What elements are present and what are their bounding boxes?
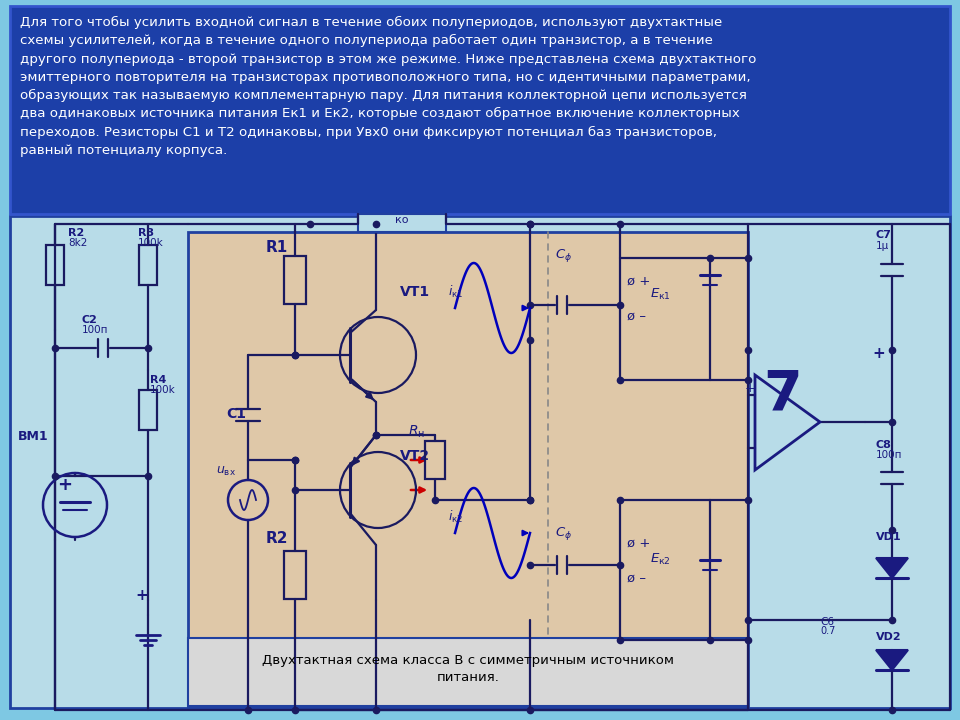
Bar	[46, 245, 64, 285]
Text: $i_{\rm к2}$: $i_{\rm к2}$	[448, 509, 464, 525]
Text: Двухтактная схема класса В с симметричным источником
питания.: Двухтактная схема класса В с симметричны…	[262, 654, 674, 684]
Text: C1: C1	[226, 407, 246, 421]
Bar	[139, 245, 157, 285]
Text: 100п: 100п	[876, 450, 902, 460]
Bar	[425, 441, 445, 479]
Text: C8: C8	[876, 440, 892, 450]
Text: $E_{\rm к1}$: $E_{\rm к1}$	[650, 287, 671, 302]
Text: Для того чтобы усилить входной сигнал в течение обоих полупериодов, используют д: Для того чтобы усилить входной сигнал в …	[20, 16, 756, 157]
Text: VT2: VT2	[400, 449, 430, 463]
Text: VD2: VD2	[876, 632, 901, 642]
Text: +: +	[57, 476, 72, 494]
Text: $E_{\rm к2}$: $E_{\rm к2}$	[650, 552, 671, 567]
Text: C6: C6	[820, 617, 834, 627]
Text: 7: 7	[763, 368, 802, 422]
Text: +: +	[745, 382, 756, 395]
Text: R2: R2	[266, 531, 289, 546]
Text: 100k: 100k	[150, 385, 176, 395]
Text: R4: R4	[150, 375, 166, 385]
Polygon shape	[876, 558, 908, 578]
Text: ко: ко	[396, 215, 409, 225]
Text: $i_{\rm к1}$: $i_{\rm к1}$	[448, 284, 464, 300]
Text: 100k: 100k	[138, 238, 164, 248]
Text: +: +	[135, 588, 148, 603]
Text: $C_{\phi}$: $C_{\phi}$	[555, 525, 572, 542]
Text: +: +	[872, 346, 885, 361]
Text: R3: R3	[138, 228, 155, 238]
Text: $C_{\phi}$: $C_{\phi}$	[555, 247, 572, 264]
Text: ø +: ø +	[627, 275, 650, 288]
Text: $R_{\rm н}$: $R_{\rm н}$	[408, 424, 425, 441]
Text: C7: C7	[876, 230, 892, 240]
Text: VD1: VD1	[876, 532, 901, 542]
Text: R1: R1	[266, 240, 288, 255]
Text: 0.7: 0.7	[820, 626, 835, 636]
Bar	[10, 216, 950, 708]
Text: ø –: ø –	[627, 310, 646, 323]
Text: VT1: VT1	[400, 285, 430, 299]
Bar	[284, 256, 306, 304]
Text: C2: C2	[82, 315, 98, 325]
Text: 8k2: 8k2	[68, 238, 87, 248]
Bar	[10, 6, 950, 214]
Text: ø +: ø +	[627, 537, 650, 550]
Bar	[358, 214, 446, 232]
Text: R2: R2	[68, 228, 84, 238]
Bar	[139, 390, 157, 430]
Polygon shape	[876, 650, 908, 670]
Text: 1μ: 1μ	[876, 241, 889, 251]
Text: ø –: ø –	[627, 572, 646, 585]
Bar	[284, 551, 306, 599]
Bar	[188, 638, 748, 706]
Bar	[188, 232, 748, 706]
Text: $u_{\rm вх}$: $u_{\rm вх}$	[216, 465, 236, 478]
Text: ВМ1: ВМ1	[18, 430, 49, 443]
Text: 100п: 100п	[82, 325, 108, 335]
